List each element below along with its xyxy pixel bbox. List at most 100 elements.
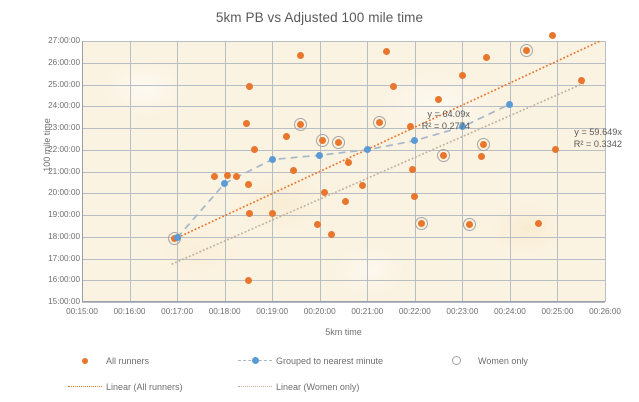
x-tick-label: 00:16:00 — [113, 307, 146, 316]
data-point-all-runners[interactable] — [290, 166, 298, 174]
data-point-all-runners[interactable] — [282, 132, 290, 140]
data-point-women-only[interactable] — [372, 116, 386, 130]
gridline-horizontal — [82, 237, 605, 238]
legend-item-linear-all-runners[interactable]: Linear (All runners) — [68, 378, 183, 394]
data-point-all-runners[interactable] — [577, 77, 585, 85]
data-point-all-runners[interactable] — [480, 140, 488, 148]
y-tick-label: 15:00:00 — [48, 297, 80, 306]
gridline-horizontal — [82, 193, 605, 194]
data-point-all-runners[interactable] — [408, 166, 416, 174]
data-point-all-runners[interactable] — [210, 172, 218, 180]
legend-item-grouped[interactable]: Grouped to nearest minute — [238, 352, 383, 368]
data-point-grouped[interactable] — [173, 234, 181, 242]
data-point-grouped[interactable] — [506, 100, 514, 108]
legend-label-linear-all-runners: Linear (All runners) — [106, 381, 183, 392]
data-point-all-runners[interactable] — [245, 82, 253, 90]
gridline-horizontal — [82, 259, 605, 260]
data-point-all-runners[interactable] — [477, 153, 485, 161]
data-point-women-only[interactable] — [294, 117, 308, 131]
data-point-all-runners[interactable] — [534, 220, 542, 228]
data-point-all-runners[interactable] — [244, 276, 252, 284]
data-point-all-runners[interactable] — [549, 32, 557, 40]
annotation-equation-all: y = 64.09x — [427, 109, 470, 119]
data-point-all-runners[interactable] — [359, 182, 367, 190]
data-point-all-runners[interactable] — [418, 219, 426, 227]
data-point-grouped[interactable] — [458, 123, 466, 131]
data-point-all-runners[interactable] — [375, 119, 383, 127]
annotation-equation-women: y = 59.649x — [574, 127, 622, 137]
data-point-all-runners[interactable] — [223, 172, 231, 180]
data-point-all-runners[interactable] — [242, 120, 250, 128]
data-point-women-only[interactable] — [315, 134, 329, 148]
x-axis-line — [82, 301, 605, 302]
data-point-all-runners[interactable] — [551, 146, 559, 154]
y-tick-label: 24:00:00 — [48, 101, 80, 111]
data-point-all-runners[interactable] — [342, 197, 350, 205]
legend-item-linear-women-only[interactable]: Linear (Women only) — [238, 378, 359, 394]
gridline-horizontal — [82, 150, 605, 151]
data-point-all-runners[interactable] — [406, 123, 414, 131]
y-tick-label: 19:00:00 — [48, 210, 80, 219]
gridline-horizontal — [82, 128, 605, 129]
data-point-grouped[interactable] — [316, 151, 324, 159]
data-point-all-runners[interactable] — [313, 220, 321, 228]
data-point-women-only[interactable] — [520, 43, 534, 57]
chart-legend: All runners Grouped to nearest minute Wo… — [0, 352, 639, 400]
y-tick-label: 22:00:00 — [48, 144, 80, 154]
data-point-all-runners[interactable] — [389, 82, 397, 90]
y-axis-tick-labels: 15:00:00 16:00:00 17:00:00 18:00:00 19:00:00… — [24, 0, 80, 402]
data-point-all-runners[interactable] — [244, 180, 252, 188]
y-tick-label: 18:00:00 — [48, 231, 80, 241]
legend-item-women-only[interactable]: Women only — [440, 352, 528, 368]
data-point-grouped[interactable] — [363, 146, 371, 154]
data-point-all-runners[interactable] — [320, 188, 328, 196]
y-tick-label: 25:00:00 — [48, 79, 80, 89]
data-point-women-only[interactable] — [436, 148, 450, 162]
data-point-all-runners[interactable] — [318, 137, 326, 145]
data-point-grouped[interactable] — [268, 156, 276, 164]
data-point-all-runners[interactable] — [250, 146, 258, 154]
y-tick-label: 26:00:00 — [48, 57, 80, 67]
data-point-all-runners[interactable] — [335, 139, 343, 147]
data-point-grouped[interactable] — [221, 179, 229, 187]
data-point-women-only[interactable] — [168, 231, 182, 245]
gray-ring-icon — [440, 355, 474, 367]
data-point-women-only[interactable] — [462, 218, 476, 232]
annotation-r2-women: R² = 0.3342 — [573, 139, 622, 150]
data-point-women-only[interactable] — [477, 137, 491, 151]
gridline-vertical — [462, 41, 463, 302]
data-point-all-runners[interactable] — [435, 95, 443, 103]
data-point-all-runners[interactable] — [411, 193, 419, 201]
data-point-all-runners[interactable] — [523, 46, 531, 54]
data-point-all-runners[interactable] — [458, 71, 466, 79]
data-point-all-runners[interactable] — [344, 158, 352, 166]
data-point-all-runners[interactable] — [245, 210, 253, 218]
data-point-women-only[interactable] — [332, 136, 346, 150]
legend-label-women-only: Women only — [478, 355, 528, 366]
data-point-all-runners[interactable] — [268, 209, 276, 217]
x-tick-label: 00:22:00 — [398, 307, 431, 316]
legend-item-all-runners[interactable]: All runners — [68, 352, 149, 368]
data-point-all-runners[interactable] — [465, 221, 473, 229]
x-tick-label: 00:21:00 — [351, 307, 384, 316]
data-point-all-runners[interactable] — [439, 151, 447, 159]
trendline-all-runners — [173, 40, 602, 240]
gridline-horizontal — [82, 106, 605, 107]
annotation-all-runners: y = 64.09x R² = 0.2774 — [360, 108, 470, 133]
data-point-all-runners[interactable] — [233, 172, 241, 180]
y-tick-label: 17:00:00 — [48, 253, 80, 263]
x-tick-label: 00:24:00 — [493, 307, 526, 316]
data-point-women-only[interactable] — [415, 216, 429, 230]
x-axis-title: 5km time — [325, 327, 362, 337]
legend-label-linear-women-only: Linear (Women only) — [276, 381, 360, 392]
data-point-all-runners[interactable] — [297, 52, 305, 60]
data-point-all-runners[interactable] — [482, 53, 490, 61]
data-point-all-runners[interactable] — [328, 231, 336, 239]
data-point-all-runners[interactable] — [382, 48, 390, 56]
data-point-grouped[interactable] — [411, 137, 419, 145]
gridline-vertical — [225, 41, 226, 302]
gridline-horizontal — [82, 280, 605, 281]
data-point-all-runners[interactable] — [297, 120, 305, 128]
trendline-women-only — [171, 81, 587, 265]
